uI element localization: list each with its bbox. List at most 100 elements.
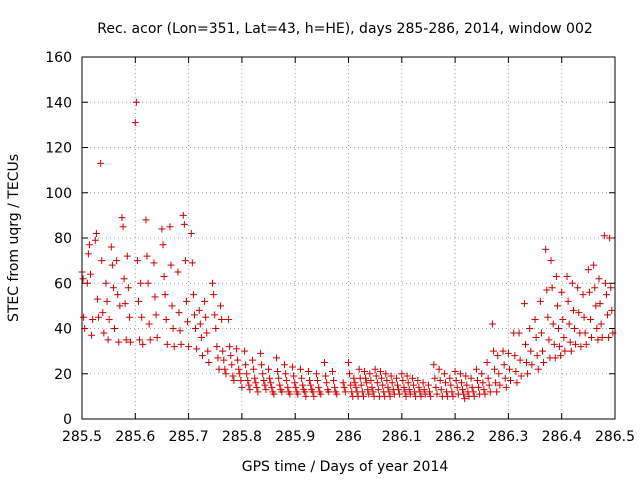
data-point [491, 365, 499, 373]
data-point [136, 336, 144, 344]
data-point [259, 370, 267, 378]
data-point [590, 261, 598, 269]
data-point [143, 252, 151, 260]
data-point [181, 257, 189, 265]
data-point [420, 386, 428, 394]
data-point [121, 300, 129, 308]
data-point [120, 275, 128, 283]
data-point [252, 379, 260, 387]
data-point [253, 383, 261, 391]
data-point [473, 377, 481, 385]
data-point [462, 372, 470, 380]
data-point [236, 370, 244, 378]
data-point [291, 379, 299, 387]
data-point [553, 302, 561, 310]
data-point [584, 266, 592, 274]
data-point [153, 334, 161, 342]
data-point [104, 336, 112, 344]
data-point [457, 379, 465, 387]
data-point [385, 388, 393, 396]
data-point [536, 297, 544, 305]
data-point [299, 381, 307, 389]
data-point [214, 354, 222, 362]
data-point [513, 379, 521, 387]
y-tick-label: 20 [54, 367, 72, 383]
data-point [475, 383, 483, 391]
data-point [384, 383, 392, 391]
x-tick-label: 286.3 [488, 429, 528, 445]
data-point [83, 279, 91, 287]
data-point [495, 370, 503, 378]
data-point [174, 268, 182, 276]
data-point [122, 336, 130, 344]
data-point [310, 392, 318, 400]
data-point [479, 379, 487, 387]
data-point [544, 313, 552, 321]
data-point [548, 284, 556, 292]
data-point [392, 374, 400, 382]
data-point [378, 374, 386, 382]
data-point [192, 325, 200, 332]
data-point [107, 243, 115, 251]
data-point [564, 297, 572, 305]
data-point [202, 313, 210, 321]
data-point [85, 241, 93, 249]
data-point [608, 306, 616, 314]
data-point [408, 374, 416, 382]
data-point [305, 367, 313, 375]
data-point [600, 232, 608, 240]
data-point [588, 334, 596, 342]
data-point [152, 311, 160, 319]
data-point [528, 361, 536, 369]
data-point [596, 300, 604, 308]
data-point [227, 352, 235, 360]
data-point [168, 302, 176, 310]
data-point [371, 365, 379, 373]
data-point [551, 354, 559, 362]
data-point [93, 295, 101, 303]
data-point [92, 229, 100, 237]
x-tick-label: 286.1 [382, 429, 422, 445]
data-point [456, 370, 464, 378]
data-point [373, 379, 381, 387]
data-point [511, 352, 519, 360]
data-point [307, 381, 315, 389]
data-point [436, 377, 444, 385]
data-point [331, 383, 339, 391]
data-point [188, 259, 196, 267]
data-point [374, 386, 382, 394]
y-tick-label: 160 [45, 50, 72, 66]
data-point [468, 383, 476, 391]
data-point [604, 311, 612, 319]
data-point [114, 291, 122, 299]
data-point [524, 370, 532, 378]
data-point [366, 370, 374, 378]
data-point [116, 302, 124, 310]
data-point [402, 392, 410, 400]
data-point [426, 388, 434, 396]
data-point [552, 272, 560, 280]
data-point [330, 377, 338, 385]
plot-area-frame [81, 56, 616, 420]
data-point [593, 325, 601, 332]
data-point [211, 311, 219, 319]
data-point [204, 347, 212, 355]
data-point [547, 257, 555, 265]
data-point [581, 329, 589, 337]
data-point [179, 211, 187, 219]
data-point [481, 390, 489, 398]
data-point [430, 361, 438, 369]
data-point [386, 392, 394, 400]
data-point [496, 381, 504, 389]
data-point [163, 340, 171, 348]
data-point [566, 338, 574, 346]
data-point [315, 383, 323, 391]
data-point [372, 372, 380, 380]
data-point [586, 315, 594, 323]
data-point [388, 379, 396, 387]
data-point [488, 320, 496, 328]
y-tick-labels: 0 20 40 60 80 100 120 140 160 [45, 50, 72, 428]
data-point [234, 356, 242, 364]
data-point [254, 388, 262, 396]
data-point [245, 381, 253, 389]
